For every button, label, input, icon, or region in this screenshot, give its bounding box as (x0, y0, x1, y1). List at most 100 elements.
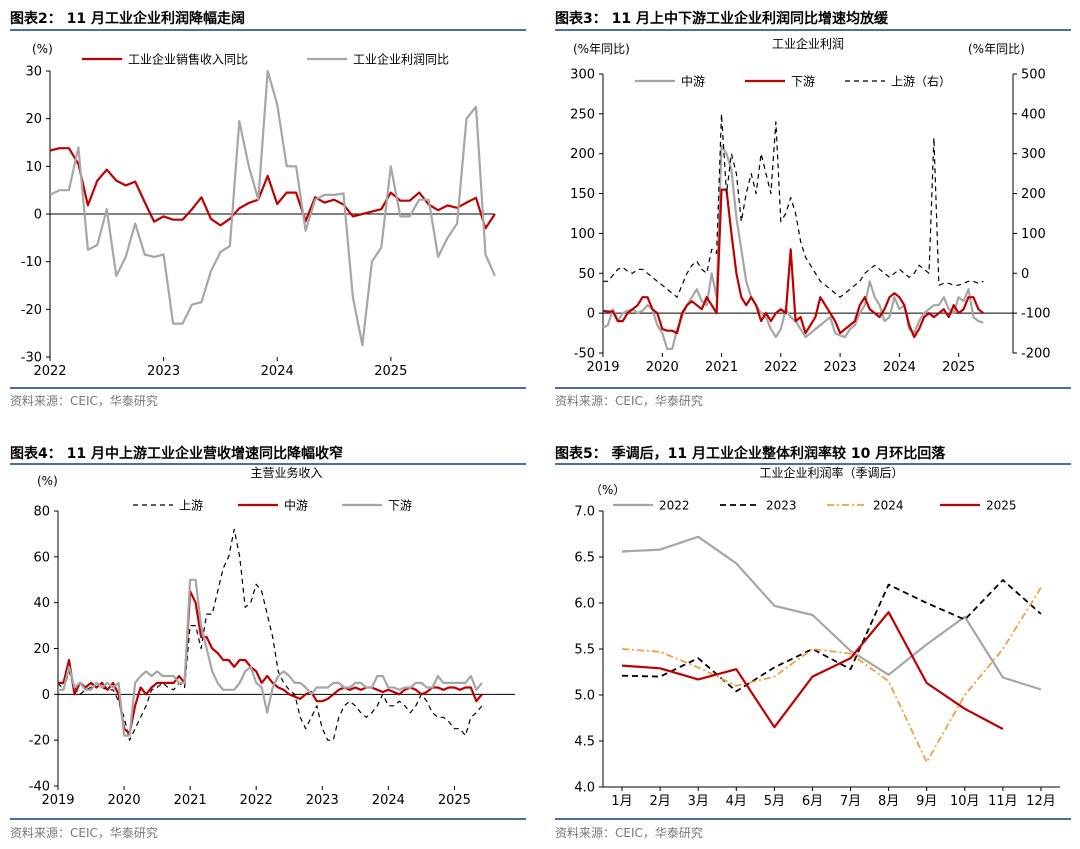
series-line-2 (603, 113, 984, 298)
chart-title: 图表4： 11 月中上游工业企业营收增速同比降幅收窄 (10, 446, 343, 462)
y-tick-label: 10 (25, 160, 42, 175)
chart-title: 图表2： 11 月工业企业利润降幅走阔 (10, 11, 245, 27)
chart-subtitle: 工业企业利润率（季调后） (759, 465, 903, 480)
x-tick-label: 2020 (646, 360, 679, 375)
chart-source: 资料来源：CEIC，华泰研究 (555, 826, 703, 840)
x-tick-label: 2019 (586, 360, 619, 375)
x-tick-label: 5月 (764, 794, 785, 809)
legend-label-1: 工业企业利润同比 (353, 52, 449, 67)
y-tick-label: -20 (21, 303, 42, 318)
legend-label-3: 2025 (986, 499, 1017, 513)
chart-svg: -40 -20 0 20 40 60 80 2019 2020 2021 2022 2023 2024 2… (29, 465, 515, 808)
y-tick-label: 0 (34, 208, 42, 223)
y-right-tick-label: -200 (1021, 347, 1051, 362)
series-line-0 (602, 144, 984, 351)
legend-label-0: 上游 (179, 499, 203, 513)
y-tick-label: 80 (33, 505, 50, 520)
chart-subtitle: 工业企业利润 (772, 36, 844, 51)
y-tick-label: 0 (42, 688, 50, 703)
y-tick-label: 40 (33, 596, 50, 611)
chart-svg: -30 -20 -10 0 10 20 30 2022 2023 2024 2025 (%) 工业企业销… (21, 42, 496, 379)
x-tick-label: 2023 (147, 364, 180, 379)
chart-panel-upstream-mid-down-revenue: 图表4： 11 月中上游工业企业营收增速同比降幅收窄 -40 -20 0 20 40 60… (10, 437, 537, 849)
y-tick-label: 200 (570, 147, 595, 162)
x-tick-label: 2024 (883, 360, 916, 375)
chart-subtitle: 主营业务收入 (250, 465, 322, 480)
x-tick-label: 2022 (33, 364, 66, 379)
x-tick-label: 2025 (374, 364, 407, 379)
x-tick-label: 2024 (261, 364, 294, 379)
y-axis-unit-label: (%) (32, 42, 53, 56)
title-rule (10, 463, 526, 465)
legend-label-1: 2023 (766, 499, 797, 513)
y-tick-label: 150 (570, 187, 595, 202)
y-tick-label: 6.0 (574, 597, 595, 612)
x-tick-label: 10月 (950, 794, 980, 809)
x-tick-label: 2023 (824, 360, 857, 375)
chart-source: 资料来源：CEIC，华泰研究 (10, 826, 158, 840)
y-axis-unit-label: (%) (37, 474, 58, 488)
series-line-0 (49, 147, 496, 230)
y-tick-label: 5.0 (574, 689, 595, 704)
y-axis-unit-label: （%） (590, 483, 625, 497)
y-tick-label: -40 (29, 780, 50, 795)
y-right-tick-label: 0 (1021, 267, 1029, 282)
x-tick-label: 12月 (1026, 794, 1056, 809)
legend-label-0: 中游 (681, 74, 705, 89)
x-tick-label: 9月 (916, 794, 937, 809)
title-rule (10, 29, 526, 31)
y-tick-label: 100 (570, 227, 595, 242)
y-right-tick-label: 100 (1021, 227, 1046, 242)
x-tick-label: 2023 (306, 793, 339, 808)
x-tick-label: 1月 (611, 794, 632, 809)
x-tick-label: 2019 (41, 793, 74, 808)
legend-label-2: 2024 (873, 499, 904, 513)
chart-title: 图表5： 季调后，11 月工业企业整体利润率较 10 月环比回落 (555, 446, 946, 462)
series-line-0 (621, 535, 1042, 691)
chart-panel-upstream-mid-down-profit: 图表3： 11 月上中下游工业企业利润同比增速均放缓 -50 0 50 100 150 2… (555, 0, 1080, 420)
bottom-rule (10, 387, 526, 389)
y-right-tick-label: 200 (1021, 187, 1046, 202)
chart-panel-profit-vs-revenue: 图表2： 11 月工业企业利润降幅走阔 -30 -20 -10 0 10 20 30 2022… (10, 0, 537, 420)
y-right-tick-label: 500 (1021, 68, 1046, 83)
x-tick-label: 2021 (174, 793, 207, 808)
y-tick-label: 300 (570, 68, 595, 83)
x-tick-label: 3月 (688, 794, 709, 809)
series-line-1 (621, 579, 1042, 693)
x-tick-label: 11月 (988, 794, 1018, 809)
y-tick-label: 30 (25, 65, 42, 80)
y-tick-label: -30 (21, 351, 42, 366)
x-tick-label: 2021 (705, 360, 738, 375)
y-right-tick-label: -100 (1021, 307, 1051, 322)
y-tick-label: 20 (25, 112, 42, 127)
x-tick-label: 8月 (878, 794, 899, 809)
y-tick-label: -10 (21, 255, 42, 270)
y-tick-label: 5.5 (574, 643, 595, 658)
x-tick-label: 6月 (802, 794, 823, 809)
series-line-3 (621, 611, 1004, 730)
bottom-rule (555, 818, 1071, 820)
y-tick-label: 4.0 (574, 781, 595, 796)
y-tick-label: 4.5 (574, 735, 595, 750)
x-tick-label: 2022 (764, 360, 797, 375)
chart-svg: 4.0 4.5 5.0 5.5 6.0 6.5 7.0 1月 2月 3月 4月 5月 6月 7月 8月 9月 1… (574, 465, 1060, 809)
series-line-0 (57, 528, 483, 741)
x-tick-label: 2024 (372, 793, 405, 808)
legend-label-0: 工业企业销售收入同比 (128, 52, 248, 67)
bottom-rule (10, 818, 526, 820)
series-line-2 (58, 578, 483, 737)
y-axis-right-unit-label: (%年同比) (968, 42, 1025, 56)
y-tick-label: 0 (587, 307, 595, 322)
y-tick-label: 6.5 (574, 551, 595, 566)
y-tick-label: 250 (570, 107, 595, 122)
x-tick-label: 2020 (108, 793, 141, 808)
title-rule (555, 29, 1071, 31)
x-tick-label: 2022 (240, 793, 273, 808)
y-right-tick-label: 400 (1021, 107, 1046, 122)
y-right-tick-label: 300 (1021, 147, 1046, 162)
y-tick-label: 7.0 (574, 505, 595, 520)
y-tick-label: -20 (29, 734, 50, 749)
series-line-1 (602, 188, 984, 339)
x-tick-label: 7月 (840, 794, 861, 809)
bottom-rule (555, 387, 1071, 389)
